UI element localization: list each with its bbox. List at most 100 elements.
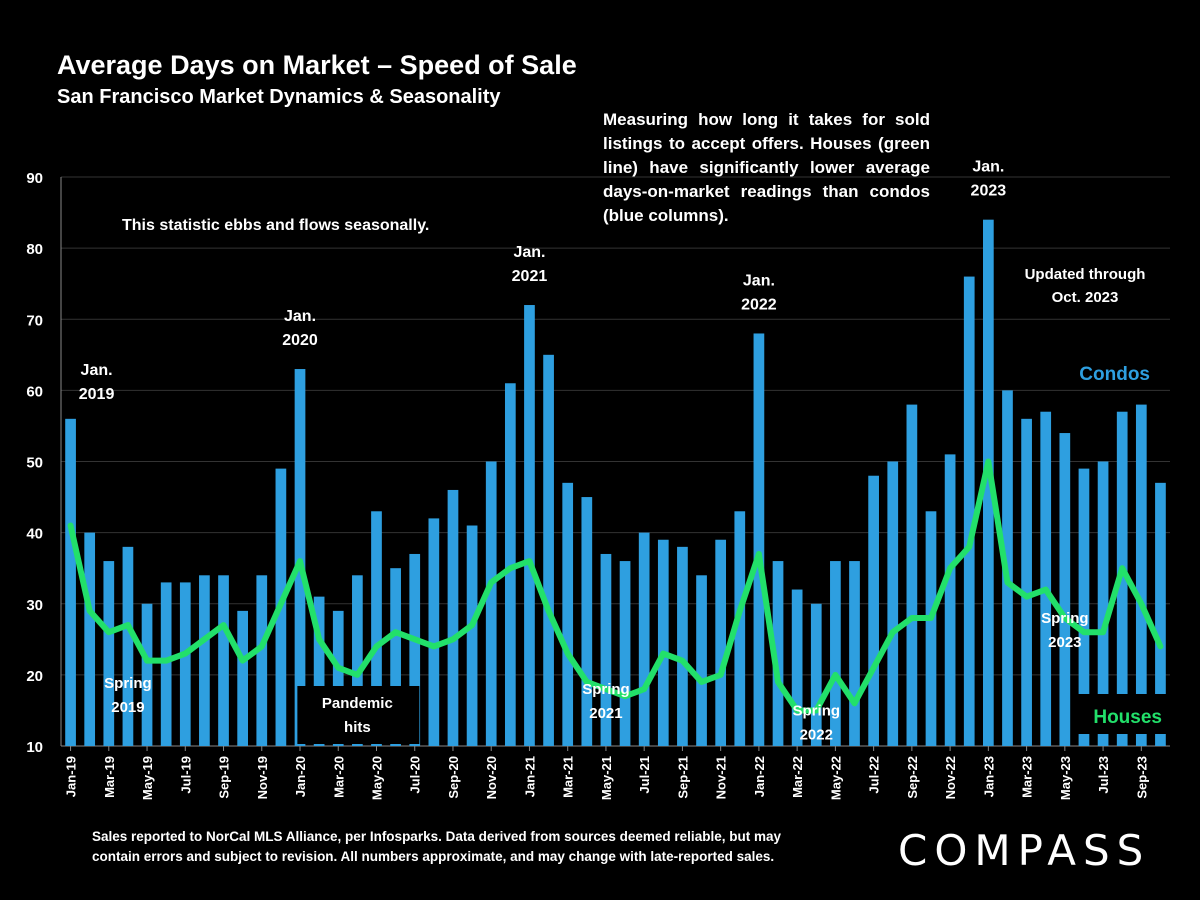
condos-bar bbox=[256, 575, 268, 746]
condos-bar bbox=[1059, 433, 1071, 746]
x-tick-label: May-21 bbox=[599, 756, 614, 800]
annotation-event: hits bbox=[344, 719, 371, 736]
annotation-spring: Spring bbox=[104, 675, 152, 692]
annotation-spring: Spring bbox=[793, 702, 841, 719]
annotation-spring: 2019 bbox=[111, 699, 144, 716]
x-tick-label: May-22 bbox=[828, 756, 843, 800]
annotation-peak: Jan. bbox=[513, 244, 545, 261]
condos-bar bbox=[982, 219, 994, 747]
condos-bar bbox=[485, 461, 497, 746]
condos-bar bbox=[543, 354, 554, 746]
houses-line bbox=[67, 458, 1164, 714]
annotation-peak: 2021 bbox=[512, 268, 548, 285]
x-tick-label: Nov-20 bbox=[484, 756, 499, 799]
annotation-spring: 2021 bbox=[589, 705, 622, 722]
legend-houses: Houses bbox=[1093, 707, 1162, 728]
x-tick-label: Jul-19 bbox=[178, 756, 193, 794]
updated-line-1: Updated through bbox=[1024, 266, 1146, 283]
condos-bar bbox=[1135, 404, 1147, 746]
condos-bar bbox=[237, 610, 249, 746]
x-tick-label: May-20 bbox=[369, 756, 384, 800]
condos-bar bbox=[830, 561, 841, 746]
condos-bar bbox=[696, 575, 707, 746]
annotation-peak: Jan. bbox=[81, 362, 113, 379]
annotation-peak: Jan. bbox=[743, 272, 775, 289]
condos-bar bbox=[772, 561, 784, 746]
x-tick-label: May-23 bbox=[1058, 756, 1073, 800]
y-tick-label: 10 bbox=[26, 739, 43, 756]
condos-bar bbox=[294, 369, 306, 746]
y-tick-label: 90 bbox=[26, 170, 43, 187]
seasonal-note: This statistic ebbs and flows seasonally… bbox=[122, 217, 430, 234]
condos-bar bbox=[218, 575, 229, 746]
condos-bar bbox=[925, 511, 937, 746]
condos-bar bbox=[906, 404, 918, 746]
y-tick-label: 40 bbox=[26, 526, 43, 543]
condos-bar bbox=[84, 532, 96, 746]
updated-line-2: Oct. 2023 bbox=[1051, 289, 1119, 306]
condos-bar bbox=[600, 553, 612, 746]
x-tick-label: Jan-21 bbox=[522, 756, 537, 797]
y-tick-label: 20 bbox=[26, 668, 43, 685]
x-tick-label: Mar-22 bbox=[790, 756, 805, 798]
annotation-spring: 2023 bbox=[1048, 634, 1081, 651]
condos-bar bbox=[122, 546, 134, 746]
x-tick-label: Sep-19 bbox=[217, 756, 232, 799]
condos-bar bbox=[103, 561, 115, 746]
x-tick-label: Jul-23 bbox=[1096, 756, 1111, 794]
annotation-peak: Jan. bbox=[972, 159, 1004, 176]
condos-bar bbox=[313, 596, 325, 746]
updated-note: Updated through Oct. 2023 bbox=[1010, 263, 1160, 309]
x-tick-label: Jan-19 bbox=[64, 756, 79, 797]
condos-bar bbox=[619, 561, 631, 746]
x-tick-label: Sep-20 bbox=[446, 756, 461, 799]
condos-bar bbox=[868, 475, 879, 746]
x-tick-label: Jul-20 bbox=[408, 756, 423, 794]
condos-bar bbox=[1097, 461, 1109, 746]
condos-bar bbox=[715, 539, 727, 746]
y-tick-label: 60 bbox=[26, 383, 43, 400]
condos-bar bbox=[944, 454, 956, 746]
condos-bar bbox=[504, 383, 516, 746]
footer-disclaimer: Sales reported to NorCal MLS Alliance, p… bbox=[92, 827, 781, 867]
condos-bar bbox=[810, 603, 822, 746]
x-tick-label: Nov-22 bbox=[943, 756, 958, 799]
condos-bar bbox=[849, 561, 860, 746]
condos-bar bbox=[447, 489, 459, 746]
condos-bar bbox=[332, 610, 344, 746]
annotation-peak: Jan. bbox=[284, 308, 316, 325]
footer-line-2: contain errors and subject to revision. … bbox=[92, 849, 775, 864]
x-tick-label: Sep-22 bbox=[905, 756, 920, 799]
y-tick-label: 50 bbox=[26, 455, 43, 472]
x-tick-label: Jul-22 bbox=[867, 756, 882, 794]
condos-bar bbox=[1040, 411, 1052, 746]
condos-bar bbox=[963, 276, 975, 746]
pandemic-label-box bbox=[297, 686, 420, 744]
compass-logo: COMPASS bbox=[898, 826, 1151, 875]
x-tick-label: Mar-23 bbox=[1020, 756, 1035, 798]
x-tick-label: Mar-19 bbox=[102, 756, 117, 798]
x-tick-label: Sep-23 bbox=[1134, 756, 1149, 799]
condos-bar bbox=[65, 418, 76, 746]
condos-bar bbox=[409, 553, 421, 746]
footer-line-1: Sales reported to NorCal MLS Alliance, p… bbox=[92, 829, 781, 844]
legend-condos: Condos bbox=[1079, 364, 1150, 385]
condos-bar bbox=[887, 461, 899, 746]
x-tick-label: Nov-21 bbox=[714, 756, 729, 799]
condos-bar bbox=[657, 539, 669, 746]
chart-subtitle: San Francisco Market Dynamics & Seasonal… bbox=[57, 86, 501, 108]
condos-bar bbox=[160, 582, 172, 746]
condos-bar bbox=[1116, 411, 1128, 746]
condos-bar bbox=[638, 532, 650, 746]
x-tick-label: Sep-21 bbox=[675, 756, 690, 799]
condos-bar bbox=[1021, 418, 1032, 746]
condos-bar bbox=[791, 589, 803, 746]
y-tick-label: 30 bbox=[26, 597, 43, 614]
y-tick-label: 80 bbox=[26, 241, 43, 258]
condos-bar bbox=[524, 305, 535, 746]
condos-bar bbox=[466, 525, 478, 746]
x-tick-label: Mar-20 bbox=[331, 756, 346, 798]
x-tick-label: Jan-23 bbox=[981, 756, 996, 797]
condos-bar bbox=[179, 582, 191, 746]
